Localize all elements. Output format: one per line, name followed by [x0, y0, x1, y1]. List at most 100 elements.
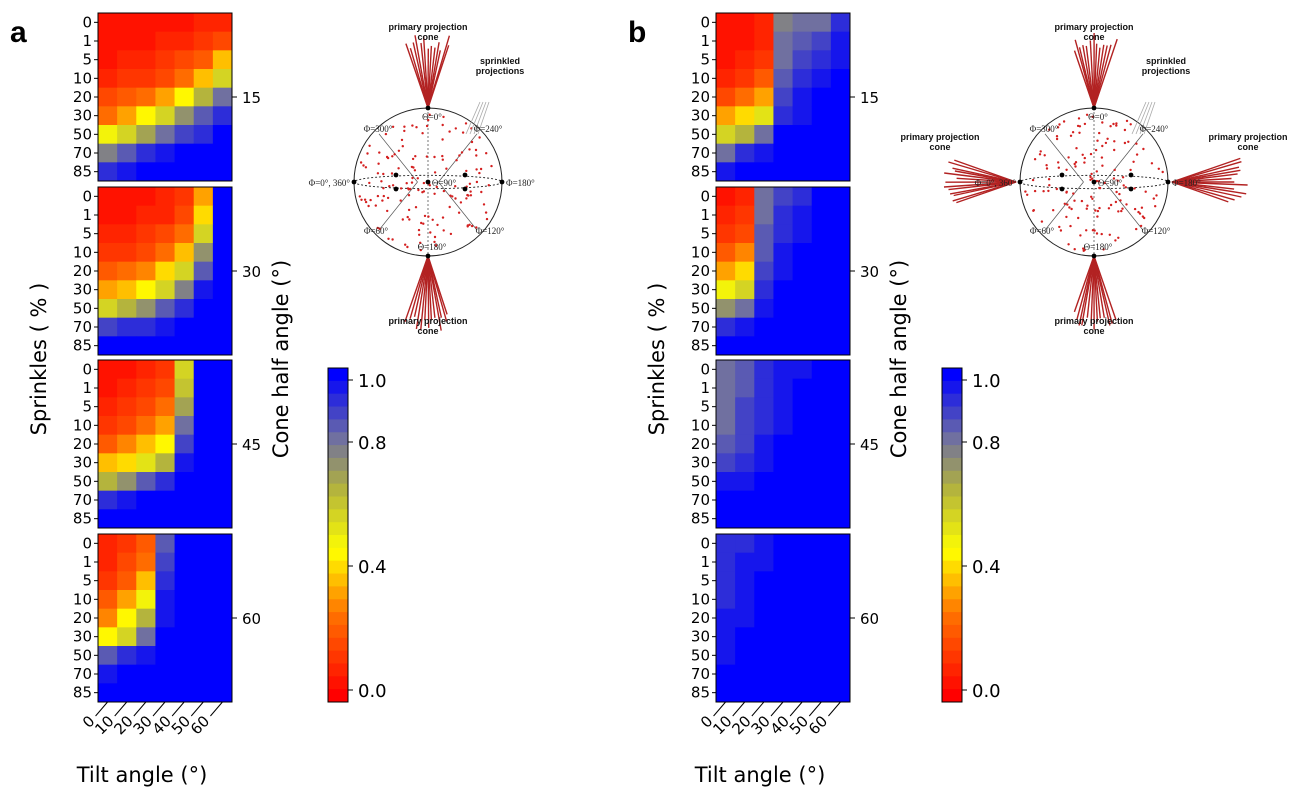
heatmap-cell	[174, 434, 195, 454]
cone-title-bottom: primary projection	[388, 316, 467, 326]
heatmap-cell	[117, 317, 137, 337]
sprinkled-point	[421, 132, 424, 135]
heatmap-cell	[754, 205, 774, 225]
sprinkled-point	[449, 232, 453, 236]
heatmap-cell	[716, 106, 736, 126]
heatmap-cell	[792, 299, 813, 319]
sprinkled-point	[1140, 206, 1144, 209]
heatmap-cell	[754, 13, 774, 33]
heatmap-cell	[117, 336, 137, 356]
heatmap-cell	[155, 50, 175, 70]
cone-line	[952, 181, 1017, 202]
heatmap-cell	[174, 13, 195, 33]
x-tick	[210, 701, 223, 717]
heatmap-cell	[136, 627, 156, 647]
heatmap-cell	[193, 683, 214, 703]
heatmap-cell	[754, 224, 774, 244]
colorbar-frame	[941, 367, 963, 703]
cone-line	[1171, 161, 1242, 183]
sprinkled-point	[433, 240, 436, 244]
heatmap-cell	[212, 317, 233, 337]
sprinkled-point	[431, 218, 434, 221]
sprinkled-point	[470, 140, 474, 144]
colorbar-step	[328, 663, 348, 677]
heatmap-cell	[811, 434, 832, 454]
sprinkled-point	[475, 226, 478, 229]
heatmap-cell	[754, 299, 774, 319]
heatmap-cell	[155, 143, 175, 163]
y-tick-label: 5	[700, 572, 710, 590]
x-tick	[114, 701, 128, 717]
heatmap-cell	[212, 243, 233, 263]
key-point	[1091, 179, 1097, 185]
sprinkled-point	[1065, 168, 1068, 171]
heatmap-cell	[811, 397, 832, 417]
heatmap-cell	[117, 683, 137, 703]
heatmap-cell	[174, 571, 195, 591]
y-tick-label: 1	[700, 553, 710, 571]
heatmap-cell	[735, 590, 755, 610]
sprinkled-point	[468, 182, 472, 185]
heatmap-cell	[174, 125, 195, 145]
sprinkled-point	[1135, 142, 1138, 145]
heatmap-cell	[735, 664, 755, 684]
sprinkled-point	[433, 155, 436, 159]
heatmap-cell	[98, 224, 118, 244]
heatmap-cell	[98, 416, 118, 436]
sprinkled-point	[441, 123, 444, 127]
xlabel-b: Tilt angle (°)	[694, 763, 826, 787]
heatmap-cell	[735, 416, 755, 436]
sprinkled-point	[449, 194, 452, 197]
heatmap-cell	[136, 490, 156, 510]
sprinkled-point	[420, 221, 423, 225]
sprinkled-point	[403, 129, 406, 133]
cone-line	[404, 255, 429, 323]
heatmap-cell	[792, 683, 813, 703]
leader-line	[1139, 101, 1153, 135]
sprinkled-point	[1104, 141, 1108, 145]
sprinkled-point	[418, 233, 421, 236]
heatmap-cell	[792, 50, 813, 70]
sprinkled-point	[433, 235, 437, 239]
colorbar-step	[942, 380, 962, 395]
y-tick-label: 30	[691, 454, 710, 472]
cone-line	[1093, 255, 1117, 320]
cone-title-bottom: primary projection	[1054, 316, 1133, 326]
y-tick-label: 50	[73, 646, 92, 664]
heatmap-cell	[117, 416, 137, 436]
sprinkled-point	[1052, 209, 1055, 212]
sprinkled-point	[465, 197, 468, 200]
heatmap-cell	[716, 280, 736, 300]
heatmap-cell	[735, 534, 755, 554]
heatmap-cell	[792, 162, 813, 182]
sprinkled-point	[405, 182, 408, 185]
colorbar-step	[942, 419, 962, 433]
heatmap-cell	[136, 336, 156, 356]
heatmap-cell	[773, 261, 793, 281]
heatmap-cell	[212, 534, 233, 554]
leader-line	[1131, 101, 1147, 135]
sprinkled-point	[1078, 131, 1081, 134]
y-tick-label: 10	[691, 590, 710, 608]
heatmap-cell	[811, 534, 832, 554]
meridian	[438, 133, 478, 183]
colorbar-frame	[327, 367, 349, 703]
colorbar-step	[942, 560, 962, 575]
heatmap-cell	[773, 472, 793, 492]
heatmap-cell	[212, 205, 233, 225]
heatmap-cell	[811, 299, 832, 319]
heatmap-cell	[716, 50, 736, 70]
sprinkled-point	[1093, 229, 1096, 232]
sprinkled-point	[414, 206, 418, 209]
heatmap-cell	[716, 683, 736, 703]
meridian	[1044, 181, 1084, 231]
heatmap-cell	[830, 453, 851, 473]
heatmap-cell	[811, 509, 832, 529]
x-tick	[190, 701, 204, 717]
colorbar-step	[328, 457, 348, 472]
colorbar-step	[328, 509, 348, 523]
heatmap-cell	[792, 590, 813, 610]
sprinkled-point	[1024, 190, 1027, 193]
sprinkled-point	[1033, 158, 1037, 161]
y-tick-label: 10	[691, 416, 710, 434]
